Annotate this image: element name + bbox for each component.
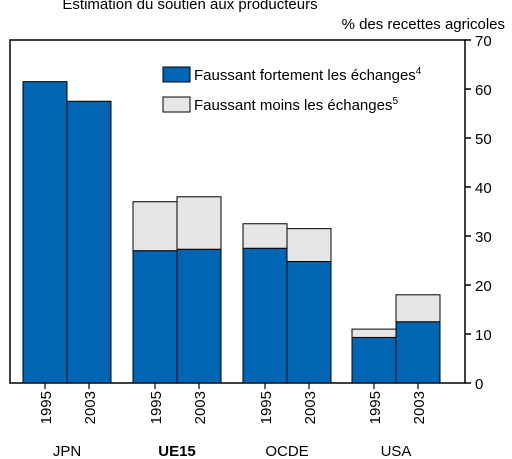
x-tick-label: 1995 — [38, 391, 55, 424]
bar-segment — [351, 328, 397, 338]
y-tick-label: 40 — [475, 180, 492, 197]
y-tick-label: 20 — [475, 278, 492, 295]
y-tick-label: 30 — [475, 229, 492, 246]
y-tick-label: 60 — [475, 82, 492, 99]
bar-segment — [242, 223, 288, 249]
x-tick-label: 2003 — [192, 391, 209, 424]
chart-title: Estimation du soutien aux producteurs — [62, 0, 317, 13]
legend-label: Faussant fortement les échanges4 — [194, 66, 422, 84]
group-label: JPN — [53, 443, 81, 459]
y-axis-label: % des recettes agricoles — [342, 16, 505, 33]
legend-footnote: 5 — [392, 96, 398, 107]
y-tick-label: 10 — [475, 327, 492, 344]
bar-segment — [242, 247, 288, 384]
legend-label: Faussant moins les échanges5 — [194, 96, 398, 114]
bar-segment — [395, 321, 441, 384]
bar-segment — [132, 250, 178, 384]
bar-segment — [176, 248, 222, 384]
bar-segment — [286, 260, 332, 384]
group-label: UE15 — [158, 443, 196, 459]
legend-swatch — [162, 66, 191, 83]
bar-segment — [176, 196, 222, 250]
bar-segment — [351, 336, 397, 384]
y-tick-label: 0 — [475, 376, 483, 393]
x-tick-label: 1995 — [258, 391, 275, 424]
y-tick-label: 50 — [475, 131, 492, 148]
bar-segment — [22, 81, 68, 384]
x-tick-label: 2003 — [411, 391, 428, 424]
group-label: USA — [381, 443, 412, 459]
y-tick-label: 70 — [475, 33, 492, 50]
bar-segment — [66, 100, 112, 384]
x-tick-label: 2003 — [82, 391, 99, 424]
x-tick-label: 1995 — [367, 391, 384, 424]
legend-footnote: 4 — [416, 66, 422, 77]
legend-swatch — [162, 96, 191, 113]
bar-segment — [132, 201, 178, 252]
x-tick-label: 1995 — [148, 391, 165, 424]
bar-segment — [395, 294, 441, 323]
legend-name: Faussant fortement les échanges — [194, 67, 416, 84]
bar-segment — [286, 228, 332, 262]
x-tick-label: 2003 — [302, 391, 319, 424]
group-label: OCDE — [265, 443, 308, 459]
legend-name: Faussant moins les échanges — [194, 97, 392, 114]
